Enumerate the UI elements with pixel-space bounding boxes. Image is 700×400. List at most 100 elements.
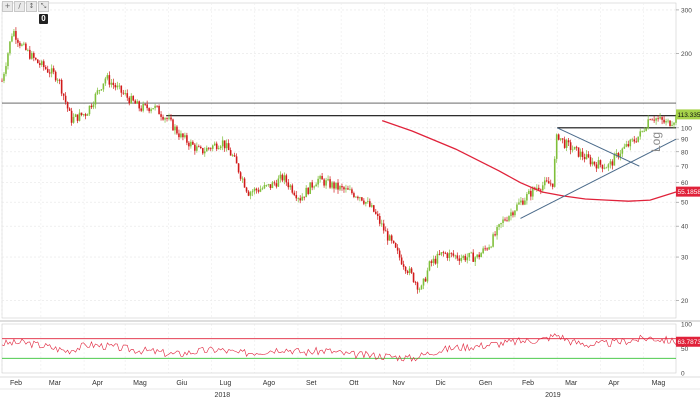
candle-body [450, 252, 453, 254]
candle-body [482, 248, 484, 254]
candle-body [58, 79, 61, 81]
candle-body [317, 178, 319, 185]
candle-body [404, 266, 407, 272]
candle-body [194, 144, 196, 151]
candle-body [488, 247, 490, 250]
candle-body [279, 174, 282, 179]
candle-body [42, 61, 45, 68]
candle-body [593, 161, 596, 165]
candle-body [571, 149, 574, 151]
candle-body [561, 138, 564, 140]
zoom-icon[interactable]: ↕ [26, 1, 37, 12]
candle-body [347, 188, 349, 190]
candle-body [54, 71, 57, 81]
trendline [520, 138, 677, 219]
candle-body [80, 112, 83, 115]
candle-body [577, 147, 580, 157]
candle-body [524, 200, 526, 205]
candle-body [66, 102, 69, 109]
candle-body [460, 257, 463, 261]
price-badges: 113.3350 55.1858 [676, 109, 700, 197]
candle-body [19, 42, 21, 46]
candle-body [430, 261, 433, 263]
candle-body [215, 143, 218, 150]
candle-body [490, 246, 492, 248]
candle-body [675, 116, 677, 123]
candle-body [209, 148, 212, 150]
x-tick-label: Lug [220, 380, 232, 387]
candle-body [510, 212, 512, 217]
candle-body [265, 185, 268, 186]
candle-body [627, 144, 630, 147]
candle-body [72, 116, 75, 123]
candle-body [56, 79, 59, 81]
candle-body [655, 118, 657, 121]
candle-body [1, 80, 3, 82]
candle-body [186, 135, 188, 143]
candle-body [436, 253, 439, 264]
candle-body [446, 253, 449, 259]
candle-body [315, 184, 317, 187]
candlestick-series [1, 27, 677, 294]
candle-body [388, 235, 391, 241]
x-tick-label: Apr [92, 380, 104, 387]
candle-body [392, 240, 395, 243]
candle-body [400, 257, 403, 265]
ma-value-badge [676, 186, 700, 197]
candle-body [615, 153, 618, 155]
x-tick-label: Mar [49, 380, 62, 387]
candle-body [480, 253, 482, 258]
candle-body [418, 289, 421, 291]
candle-body [329, 179, 331, 188]
candle-body [629, 139, 632, 147]
candle-body [325, 180, 327, 186]
candle-body [661, 117, 663, 120]
rsi-tick-label: 0 [681, 371, 685, 378]
candle-body [17, 39, 19, 43]
candle-body [367, 201, 369, 203]
candle-body [158, 106, 160, 115]
expand-icon[interactable]: ⤡ [38, 1, 49, 12]
candle-body [92, 104, 95, 108]
candle-body [140, 108, 142, 111]
candle-body [174, 126, 176, 131]
candle-body [512, 212, 514, 216]
pencil-icon[interactable]: / [14, 1, 25, 12]
candle-body [448, 252, 451, 259]
candle-body [126, 93, 129, 98]
candle-body [122, 92, 125, 94]
candle-body [251, 191, 254, 193]
candle-body [142, 103, 144, 111]
candle-body [394, 242, 397, 248]
candle-body [380, 223, 383, 225]
candle-body [553, 158, 556, 187]
candle-body [104, 78, 107, 84]
candle-body [333, 182, 335, 189]
study-count-badge[interactable]: 0 [39, 14, 48, 24]
candle-body [541, 185, 544, 191]
candle-body [160, 114, 162, 117]
candle-body [581, 151, 584, 158]
candle-body [52, 68, 55, 72]
candle-body [136, 101, 138, 104]
candle-body [591, 161, 594, 165]
candle-body [203, 151, 206, 154]
candle-body [428, 261, 431, 271]
plus-icon[interactable]: + [2, 1, 13, 12]
candle-body [13, 31, 15, 37]
candle-body [132, 95, 135, 101]
candle-body [653, 119, 655, 121]
candle-body [118, 85, 121, 87]
candle-body [486, 248, 488, 250]
y-tick-label: 80 [681, 149, 689, 156]
candle-body [217, 148, 220, 150]
candle-body [235, 156, 238, 164]
candle-body [369, 201, 371, 207]
candle-body [305, 187, 307, 198]
candle-body [494, 234, 496, 236]
log-scale-label[interactable]: Log [649, 131, 663, 152]
candle-body [273, 182, 276, 184]
candle-body [452, 253, 455, 256]
candle-body [466, 257, 469, 261]
y-tick-label: 20 [681, 298, 689, 305]
